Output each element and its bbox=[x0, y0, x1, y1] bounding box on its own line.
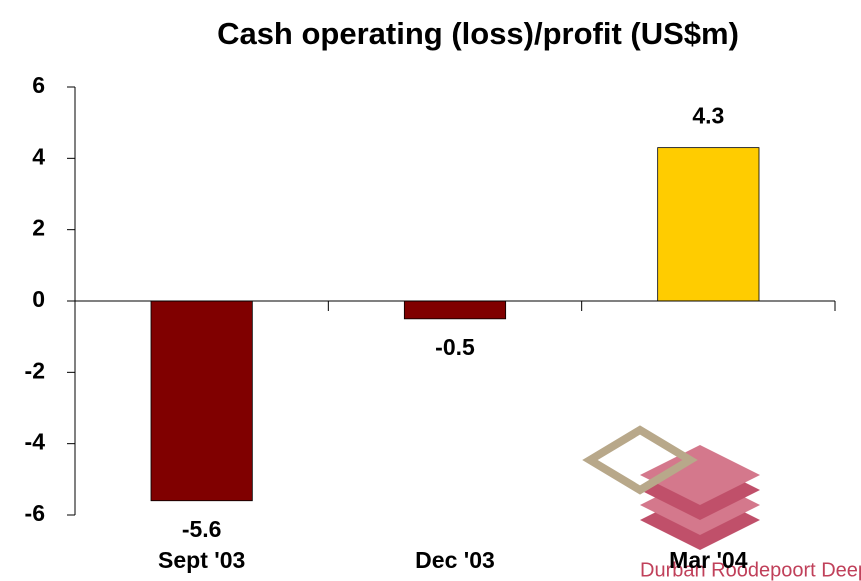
bar bbox=[657, 147, 760, 302]
y-tick-label: 4 bbox=[32, 143, 45, 169]
logo bbox=[582, 425, 760, 550]
y-tick-label: 6 bbox=[32, 72, 45, 98]
watermark: Durban Roodepoort Deep, Limited bbox=[640, 559, 861, 581]
bar bbox=[403, 300, 507, 320]
y-tick-label: 2 bbox=[32, 215, 45, 241]
y-tick-label: -4 bbox=[25, 429, 46, 455]
y-tick-label: -6 bbox=[25, 500, 45, 526]
x-tick-label: Dec '03 bbox=[415, 547, 495, 573]
y-tick-label: -2 bbox=[25, 357, 45, 383]
value-label: 4.3 bbox=[692, 103, 724, 129]
chart-title: Cash operating (loss)/profit (US$m) bbox=[217, 16, 739, 51]
x-tick-label: Sept '03 bbox=[158, 547, 245, 573]
bar bbox=[150, 300, 253, 502]
y-tick-label: 0 bbox=[32, 286, 45, 312]
x-tick-label: Mar '04 bbox=[669, 547, 748, 573]
value-label: -5.6 bbox=[182, 516, 222, 542]
value-label: -0.5 bbox=[435, 334, 475, 360]
